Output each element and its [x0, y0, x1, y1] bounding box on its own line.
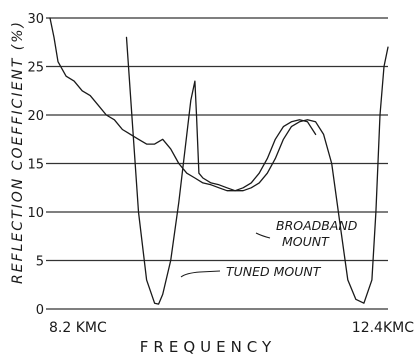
y-tick-label-25: 25 — [27, 61, 44, 76]
y-tick-labels: 0 5 10 15 20 25 30 — [27, 12, 44, 318]
y-tick-label-15: 15 — [27, 158, 44, 173]
series-line-broadband-mount — [49, 17, 317, 192]
x-axis-label: FREQUENCY — [140, 338, 276, 356]
y-tick-label-20: 20 — [27, 109, 44, 124]
x-tick-label-start: 8.2 KMC — [49, 320, 107, 336]
y-tick-label-30: 30 — [27, 12, 44, 27]
broadband-leader-line — [255, 232, 271, 239]
annotation-broadband-mount: MOUNT — [282, 234, 330, 249]
data-curves — [49, 17, 389, 305]
x-tick-label-end: 12.4KMC — [352, 320, 414, 336]
y-axis-label: REFLECTION COEFFICIENT (%) — [10, 20, 26, 284]
y-tick-label-5: 5 — [36, 255, 44, 270]
grid-lines — [46, 17, 388, 310]
y-tick-label-10: 10 — [27, 206, 44, 221]
y-tick-label-0: 0 — [36, 303, 44, 318]
series-line-tuned-mount — [125, 36, 389, 305]
tuned-leader-line — [180, 270, 221, 278]
annotation-tuned-mount: TUNED MOUNT — [226, 264, 322, 279]
annotation-broadband: BROADBAND — [276, 218, 358, 233]
